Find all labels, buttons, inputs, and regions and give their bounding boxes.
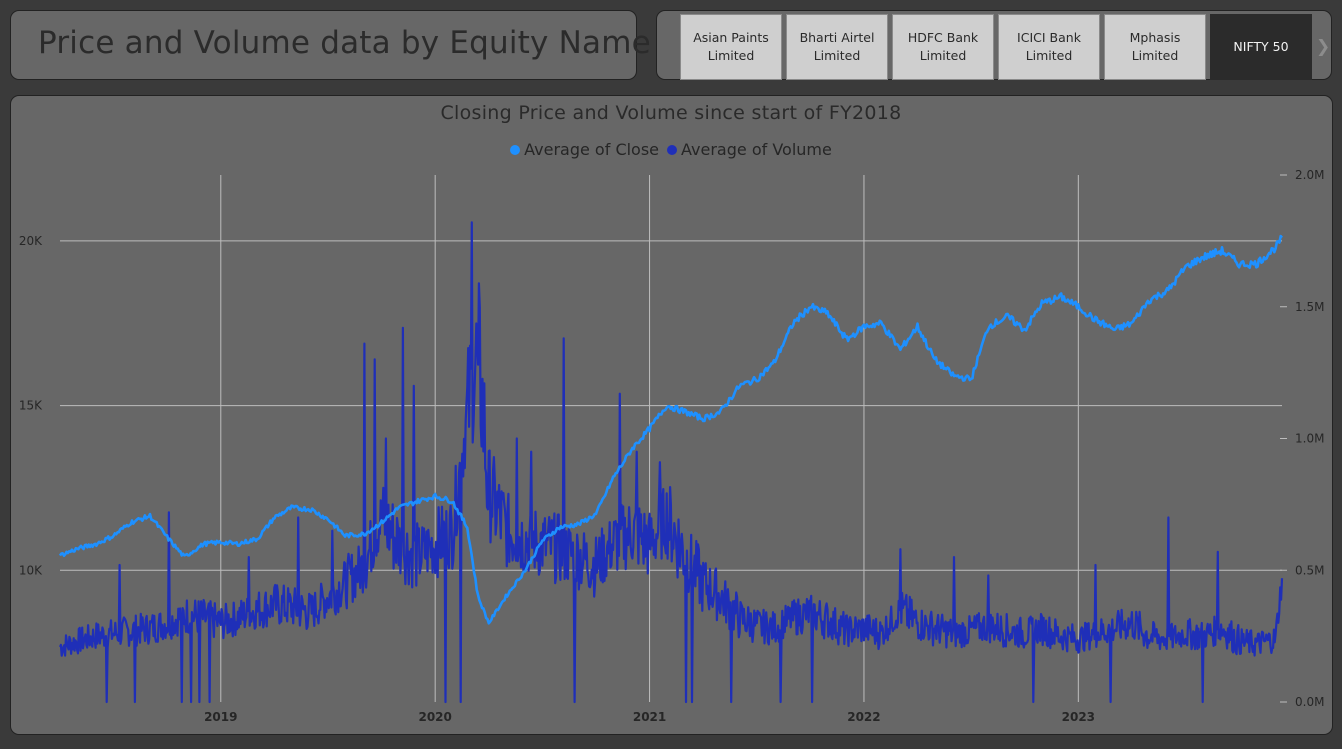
slicer-item-label: Bharti Airtel Limited (799, 30, 875, 63)
chart-legend: Average of Close Average of Volume (0, 140, 1342, 159)
slicer-item-bharti-airtel[interactable]: Bharti Airtel Limited (786, 14, 888, 80)
y-right-tick-label: 2.0M (1295, 168, 1324, 182)
y-left-tick-label: 10K (19, 563, 43, 577)
slicer-item-hdfc-bank[interactable]: HDFC Bank Limited (892, 14, 994, 80)
slicer-item-asian-paints[interactable]: Asian Paints Limited (680, 14, 782, 80)
slicer-item-label: Asian Paints Limited (693, 30, 769, 63)
slicer-item-label: HDFC Bank Limited (907, 30, 979, 63)
series-line-volume (58, 221, 1284, 704)
x-tick-label: 2020 (418, 710, 451, 724)
y-right-tick-label: 1.0M (1295, 432, 1324, 446)
legend-dot-close (510, 144, 521, 155)
x-tick-label: 2023 (1062, 710, 1095, 724)
equity-slicer: Asian Paints Limited Bharti Airtel Limit… (656, 10, 1332, 80)
y-right-tick-label: 0.0M (1295, 695, 1324, 709)
legend-label-close: Average of Close (524, 140, 660, 159)
legend-item-close[interactable]: Average of Close (510, 140, 659, 159)
slicer-item-nifty-50[interactable]: NIFTY 50 (1210, 14, 1312, 80)
x-tick-label: 2019 (204, 710, 237, 724)
legend-item-volume[interactable]: Average of Volume (667, 140, 832, 159)
y-left-tick-label: 20K (19, 234, 43, 248)
page-title: Price and Volume data by Equity Name (38, 25, 651, 61)
series-line-close (58, 234, 1283, 625)
legend-label-volume: Average of Volume (681, 140, 832, 159)
slicer-item-mphasis[interactable]: Mphasis Limited (1104, 14, 1206, 80)
x-tick-label: 2022 (847, 710, 880, 724)
chevron-right-icon[interactable]: ❯ (1316, 37, 1331, 57)
legend-dot-volume (667, 144, 678, 155)
chart-title: Closing Price and Volume since start of … (440, 102, 902, 124)
y-right-tick-label: 1.5M (1295, 300, 1324, 314)
y-left-tick-label: 15K (19, 399, 43, 413)
slicer-item-label: NIFTY 50 (1233, 39, 1289, 54)
title-card: Price and Volume data by Equity Name (10, 10, 651, 80)
slicer-item-label: Mphasis Limited (1129, 30, 1181, 63)
y-right-tick-label: 0.5M (1295, 563, 1324, 577)
x-tick-label: 2021 (633, 710, 666, 724)
slicer-item-label: ICICI Bank Limited (1017, 30, 1081, 63)
slicer-item-icici-bank[interactable]: ICICI Bank Limited (998, 14, 1100, 80)
